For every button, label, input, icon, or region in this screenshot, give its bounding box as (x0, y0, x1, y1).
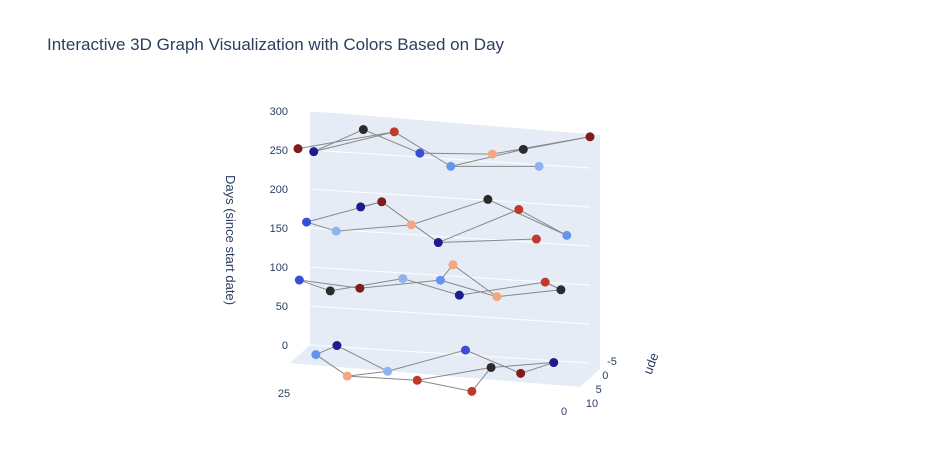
z-tick-label: 250 (270, 145, 288, 157)
node (519, 145, 528, 154)
node (532, 235, 541, 244)
node (488, 150, 497, 159)
node (359, 125, 368, 134)
z-tick-label: 50 (276, 301, 288, 313)
edge (417, 380, 472, 391)
edge (347, 376, 417, 380)
node (434, 238, 443, 247)
z-tick-label: 0 (282, 340, 288, 352)
y-tick-label: 5 (596, 384, 602, 396)
node (390, 127, 399, 136)
node (535, 162, 544, 171)
z-tick-label: 200 (270, 184, 288, 196)
node (309, 147, 318, 156)
z-tick-label: 300 (270, 106, 288, 118)
x-tick-label: 0 (561, 406, 567, 418)
node (541, 278, 550, 287)
node (448, 260, 457, 269)
node (332, 227, 341, 236)
node (549, 358, 558, 367)
node (343, 372, 352, 381)
node (483, 195, 492, 204)
y-tick-label: -5 (607, 356, 617, 368)
node (461, 346, 470, 355)
node (326, 286, 335, 295)
node (455, 291, 464, 300)
node (398, 274, 407, 283)
node (294, 144, 303, 153)
node (356, 202, 365, 211)
node (311, 350, 320, 359)
edge (347, 371, 387, 376)
node (562, 231, 571, 240)
node (514, 205, 523, 214)
y-tick-label: 10 (586, 398, 598, 410)
back-wall (310, 111, 600, 369)
z-tick-label: 150 (270, 223, 288, 235)
node (467, 387, 476, 396)
y-tick-label: 0 (602, 370, 608, 382)
node (436, 276, 445, 285)
node (383, 367, 392, 376)
node (487, 363, 496, 372)
chart-title: Interactive 3D Graph Visualization with … (47, 35, 505, 54)
node (355, 284, 364, 293)
node (295, 276, 304, 285)
node (415, 149, 424, 158)
node (516, 369, 525, 378)
y-axis-title: ude (640, 351, 662, 377)
node (332, 341, 341, 350)
node (413, 376, 422, 385)
z-axis-title: Days (since start date) (223, 175, 238, 305)
x-tick-label: 25 (278, 388, 290, 400)
node (446, 162, 455, 171)
node (407, 220, 416, 229)
node (586, 132, 595, 141)
z-tick-label: 100 (270, 262, 288, 274)
node (377, 197, 386, 206)
node (302, 218, 311, 227)
node (492, 292, 501, 301)
node (556, 285, 565, 294)
